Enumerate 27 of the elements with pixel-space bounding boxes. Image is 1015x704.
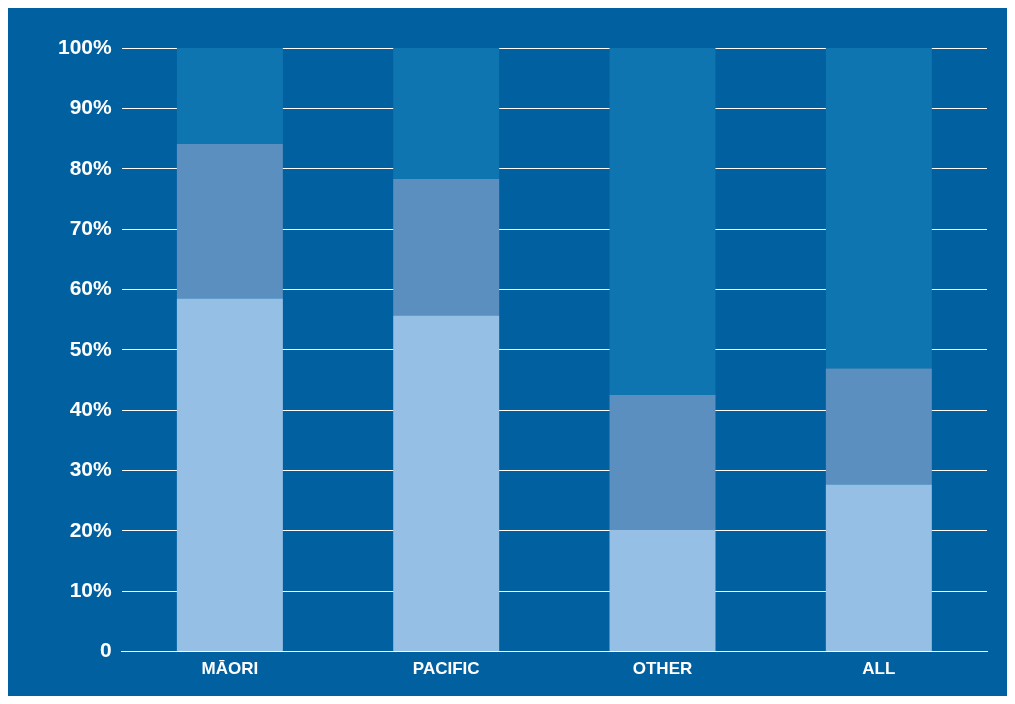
y-tick-label: 10% — [69, 578, 113, 602]
y-tick-label: 60% — [69, 276, 113, 300]
y-tick-label: 40% — [69, 396, 113, 420]
bar — [609, 529, 716, 652]
bar — [393, 48, 500, 179]
x-tick-label: MĀORI — [201, 659, 259, 679]
bar — [176, 48, 283, 144]
y-tick-label: 70% — [69, 215, 113, 239]
y-tick-label: 100% — [57, 34, 113, 58]
bar — [176, 298, 283, 652]
x-tick-label: PACIFIC — [412, 659, 480, 679]
x-tick-label: OTHER — [632, 659, 693, 679]
y-tick-label: 20% — [69, 517, 113, 541]
bar — [393, 178, 500, 316]
y-tick-label: 50% — [69, 336, 113, 360]
bar — [825, 48, 932, 369]
bar — [609, 395, 716, 530]
x-tick-label: ALL — [862, 659, 896, 679]
bar — [825, 484, 932, 652]
bar — [609, 48, 716, 396]
bar — [393, 315, 500, 652]
y-tick-label: 80% — [69, 155, 113, 179]
bar — [825, 368, 932, 485]
y-tick-label: 0 — [100, 638, 112, 662]
y-tick-label: 90% — [69, 95, 113, 119]
bar — [176, 143, 283, 299]
y-tick-label: 30% — [69, 457, 113, 481]
